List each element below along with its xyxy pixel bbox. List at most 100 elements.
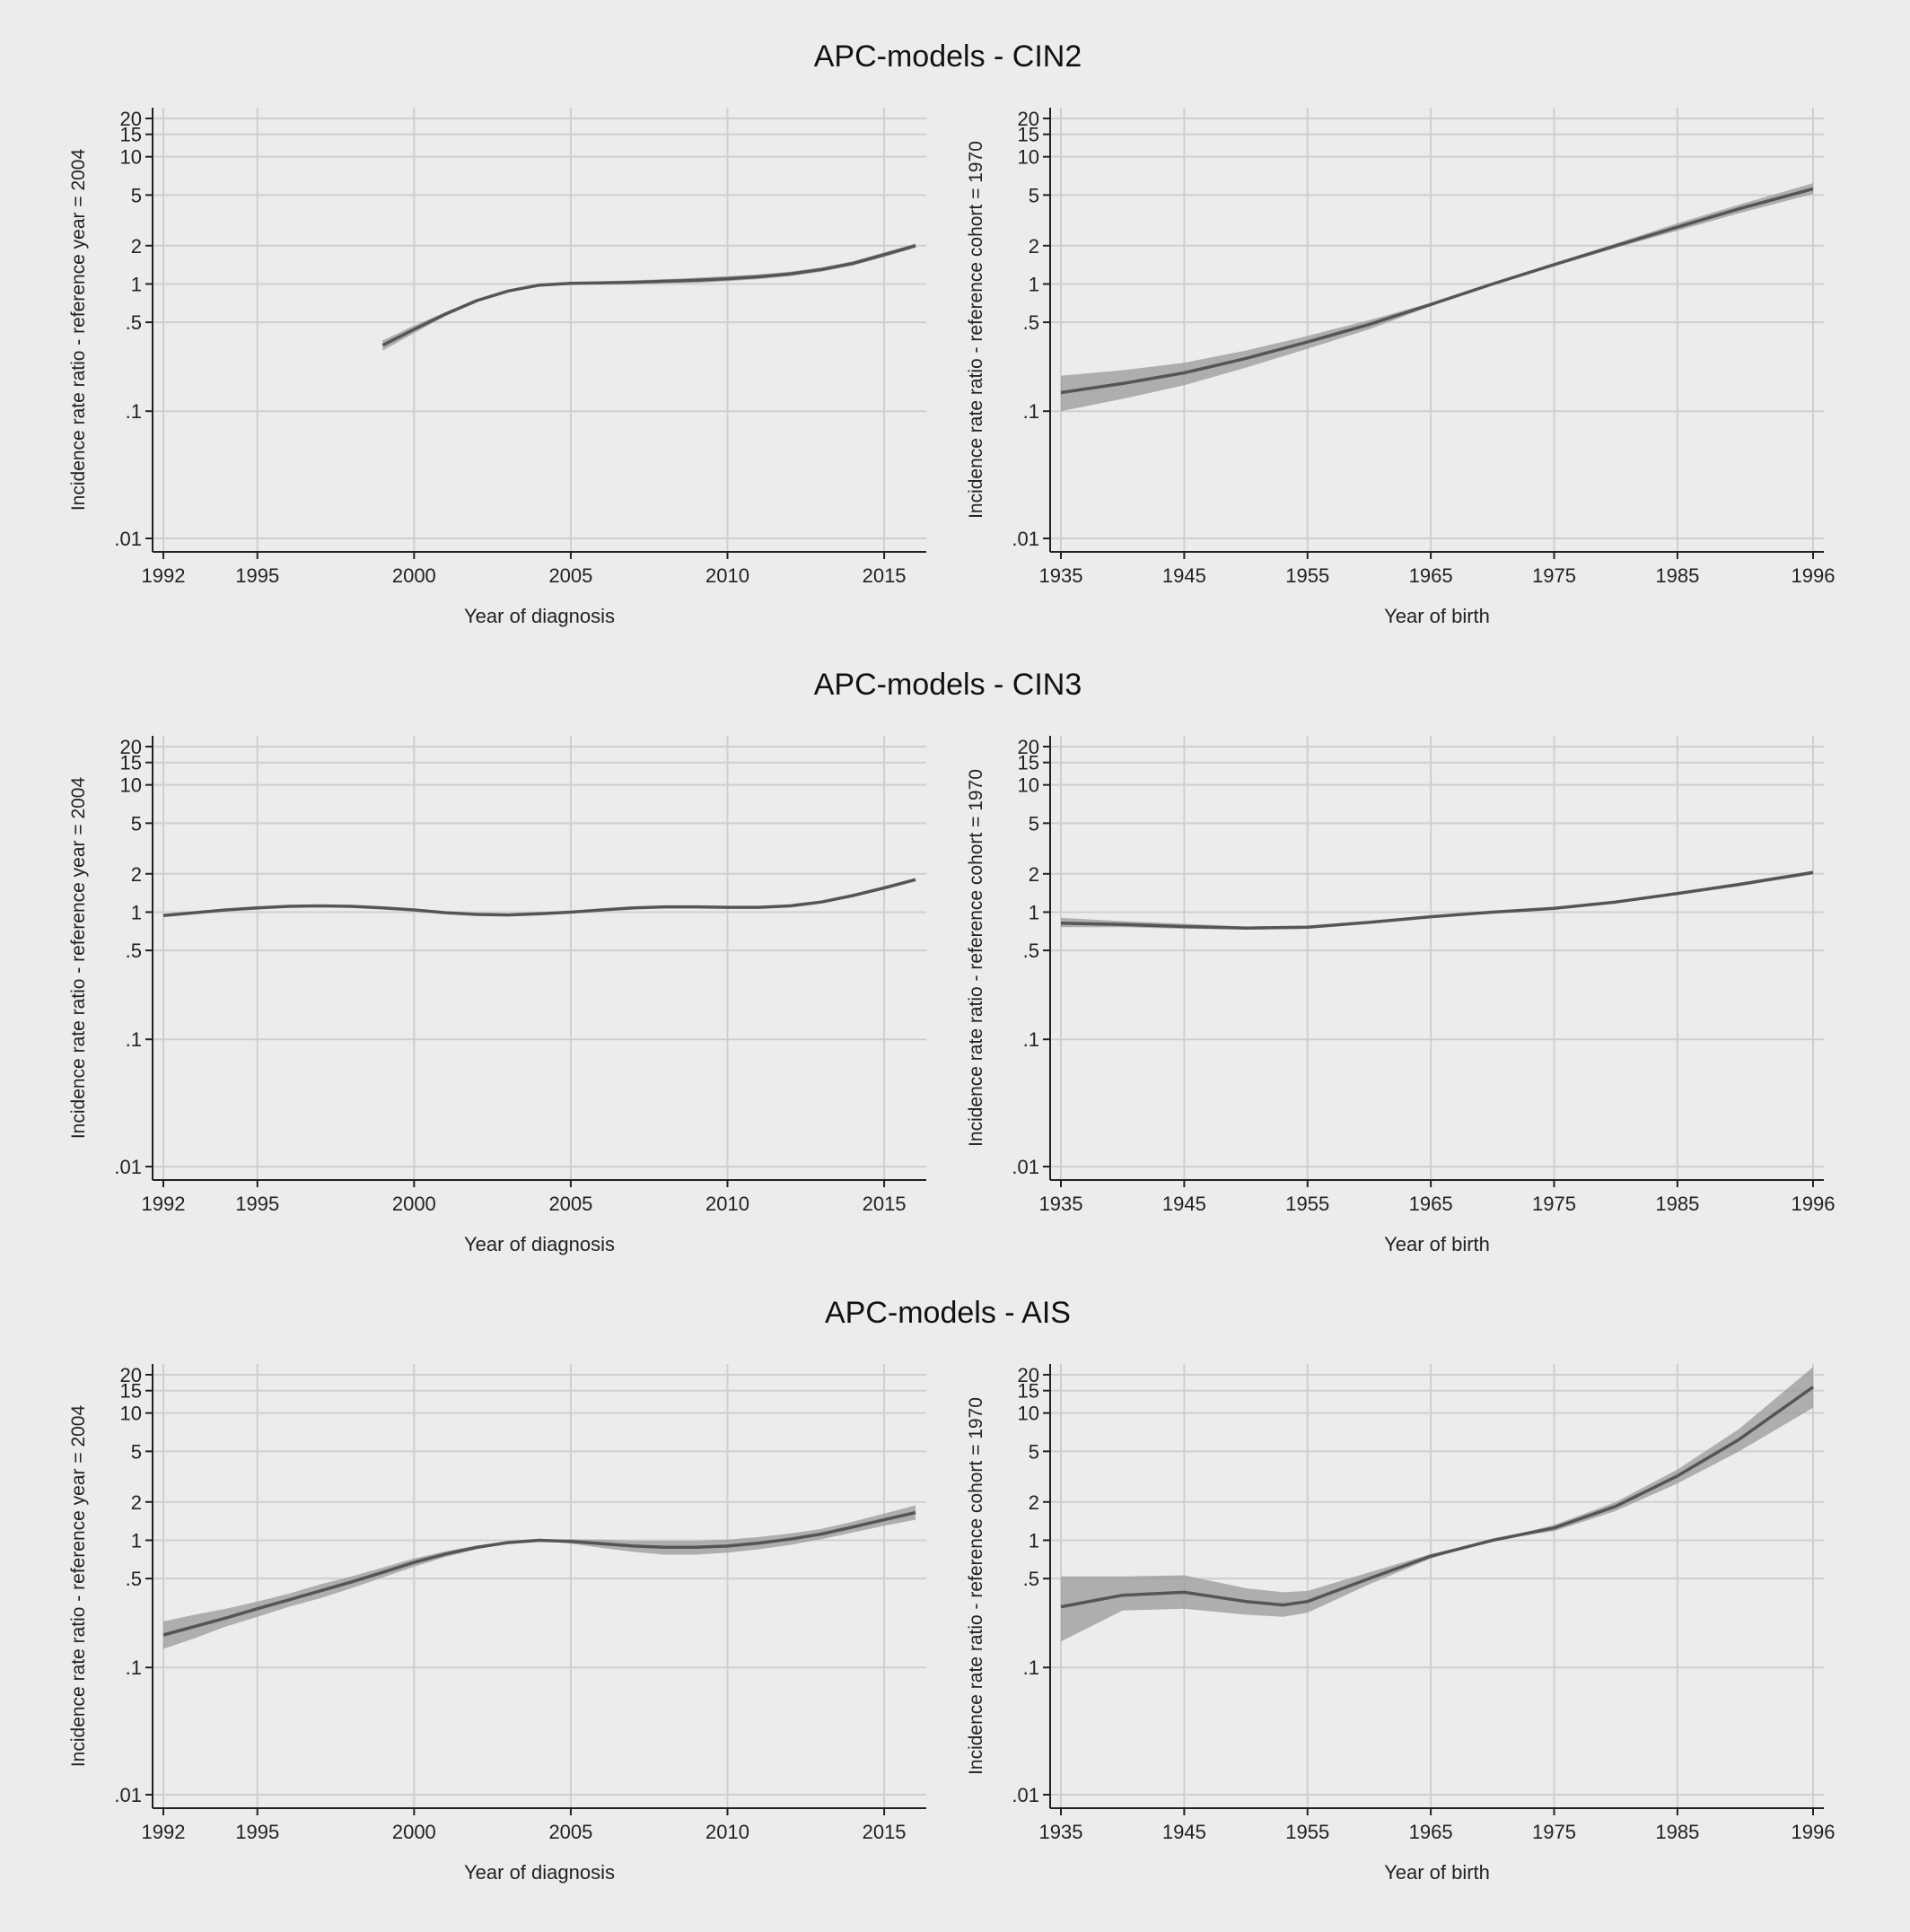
cin2-cohort-irr-line [1060, 187, 1814, 395]
cin3-period-xtick-label: 1992 [142, 1193, 186, 1215]
cin3-cohort-irr-line [1060, 870, 1814, 930]
cin2-period-ytick-label: 15 [120, 124, 142, 146]
cin3-cohort-xtick-label: 1975 [1532, 1193, 1576, 1215]
cin2-period-x-axis-title: Year of diagnosis [464, 605, 615, 627]
cin3-period-ytick-label: .1 [126, 1028, 142, 1051]
ais-cohort-ytick-label: .01 [1012, 1784, 1039, 1806]
cin2-cohort-xtick-label: 1935 [1039, 564, 1083, 587]
ais-period-xtick-label: 2005 [548, 1821, 592, 1843]
cin3-cohort-ytick-label: 1 [1029, 901, 1039, 923]
cin3-period-ytick-label: 1 [131, 901, 142, 923]
cin3-period-xtick-label: 1995 [235, 1193, 279, 1215]
cin2-cohort-ytick-label: 15 [1018, 124, 1039, 146]
cin3-period-irr-line [162, 878, 916, 918]
ais-cohort-ytick-label: 2 [1029, 1491, 1039, 1514]
ais-period-xtick-label: 2000 [392, 1821, 436, 1843]
cin2-cohort-xtick-label: 1975 [1532, 564, 1576, 587]
ais-period-ytick-label: 20 [120, 1364, 142, 1386]
ais-period-irr-line [162, 1510, 916, 1637]
ais-period-xtick-label: 2010 [705, 1821, 749, 1843]
cin3-cohort-xtick-label: 1965 [1409, 1193, 1453, 1215]
cin2-period-xtick-label: 2015 [863, 564, 907, 587]
cin3-cohort-x-axis-title: Year of birth [1384, 1233, 1490, 1255]
cin2-period-xtick-label: 2000 [392, 564, 436, 587]
cin2-cohort-xtick-label: 1945 [1162, 564, 1206, 587]
cin2-cohort-ytick-label: 10 [1018, 146, 1039, 169]
cin3-period-xtick-label: 2015 [863, 1193, 907, 1215]
row-title-cin2: APC-models - CIN2 [814, 39, 1082, 74]
ais-cohort-xtick-label: 1935 [1039, 1821, 1083, 1843]
ais-period-ci-band [163, 1505, 916, 1649]
ais-cohort-xtick-label: 1996 [1792, 1821, 1836, 1843]
ais-cohort-ytick-label: 15 [1018, 1380, 1039, 1403]
cin2-cohort-xtick-label: 1955 [1285, 564, 1329, 587]
ais-period-xtick-label: 2015 [863, 1821, 907, 1843]
cin3-period-ytick-label: 5 [131, 812, 142, 835]
cin3-cohort-xtick-label: 1955 [1285, 1193, 1329, 1215]
cin3-cohort-ytick-label: .1 [1023, 1028, 1039, 1051]
cin3-cohort-xtick-label: 1935 [1039, 1193, 1083, 1215]
cin3-period-ytick-label: 15 [120, 752, 142, 774]
cin3-period-xtick-label: 2005 [548, 1193, 592, 1215]
cin2-period-ytick-label: 2 [131, 235, 142, 258]
cin3-period-y-axis-title: Incidence rate ratio - reference year = … [68, 777, 89, 1140]
cin2-cohort-ytick-label: .01 [1012, 528, 1039, 550]
ais-period-xtick-label: 1992 [142, 1821, 186, 1843]
ais-cohort-ytick-label: 20 [1018, 1364, 1039, 1386]
cin2-period-ytick-label: 5 [131, 184, 142, 206]
row-title-ais: APC-models - AIS [825, 1296, 1071, 1330]
cin3-period-ytick-label: .5 [126, 940, 142, 962]
cin3-period-ytick-label: 2 [131, 863, 142, 886]
ais-period-ytick-label: 2 [131, 1491, 142, 1514]
cin2-period-xtick-label: 2005 [548, 564, 592, 587]
cin2-period-ytick-label: .1 [126, 400, 142, 423]
cin2-cohort-x-axis-title: Year of birth [1384, 605, 1490, 627]
cin2-cohort-ytick-label: 1 [1029, 273, 1039, 295]
cin2-cohort-ytick-label: 2 [1029, 235, 1039, 258]
ais-period-ytick-label: 1 [131, 1529, 142, 1552]
cin3-cohort-ytick-label: 2 [1029, 863, 1039, 886]
cin2-cohort-ytick-label: .1 [1023, 400, 1039, 423]
ais-cohort-xtick-label: 1955 [1285, 1821, 1329, 1843]
cin3-cohort-y-axis-title: Incidence rate ratio - reference cohort … [966, 769, 986, 1147]
cin2-cohort-ytick-label: .5 [1023, 311, 1039, 334]
cin2-period-irr-line [381, 244, 916, 347]
ais-cohort-ytick-label: 5 [1029, 1440, 1039, 1463]
cin3-period-ytick-label: .01 [114, 1156, 142, 1178]
cin2-cohort-xtick-label: 1965 [1409, 564, 1453, 587]
cin3-cohort-ytick-label: 10 [1018, 774, 1039, 797]
cin2-period-xtick-label: 2010 [705, 564, 749, 587]
ais-period-ytick-label: 5 [131, 1440, 142, 1463]
cin3-cohort-xtick-label: 1985 [1655, 1193, 1699, 1215]
row-title-cin3: APC-models - CIN3 [814, 668, 1082, 702]
cin3-cohort-xtick-label: 1945 [1162, 1193, 1206, 1215]
cin2-cohort-ytick-label: 20 [1018, 108, 1039, 130]
cin2-period-ytick-label: 10 [120, 146, 142, 169]
cin2-period-ytick-label: 1 [131, 273, 142, 295]
ais-cohort-xtick-label: 1985 [1655, 1821, 1699, 1843]
cin3-period-ytick-label: 20 [120, 736, 142, 758]
cin3-period-ytick-label: 10 [120, 774, 142, 797]
cin3-period-x-axis-title: Year of diagnosis [464, 1233, 615, 1255]
cin2-period-xtick-label: 1995 [235, 564, 279, 587]
cin2-period-ytick-label: 20 [120, 108, 142, 130]
ais-cohort-irr-line [1060, 1386, 1815, 1609]
cin3-cohort-ytick-label: 15 [1018, 752, 1039, 774]
ais-cohort-xtick-label: 1945 [1162, 1821, 1206, 1843]
ais-period-ytick-label: .5 [126, 1568, 142, 1590]
ais-cohort-xtick-label: 1965 [1409, 1821, 1453, 1843]
cin2-cohort-xtick-label: 1996 [1792, 564, 1836, 587]
ais-cohort-ytick-label: .1 [1023, 1657, 1039, 1679]
cin2-period-y-axis-title: Incidence rate ratio - reference year = … [68, 149, 89, 511]
ais-period-ytick-label: .01 [114, 1784, 142, 1806]
ais-period-x-axis-title: Year of diagnosis [464, 1861, 615, 1884]
ais-period-y-axis-title: Incidence rate ratio - reference year = … [68, 1405, 89, 1768]
cin2-period-ytick-label: .01 [114, 528, 142, 550]
cin3-cohort-xtick-label: 1996 [1792, 1193, 1836, 1215]
